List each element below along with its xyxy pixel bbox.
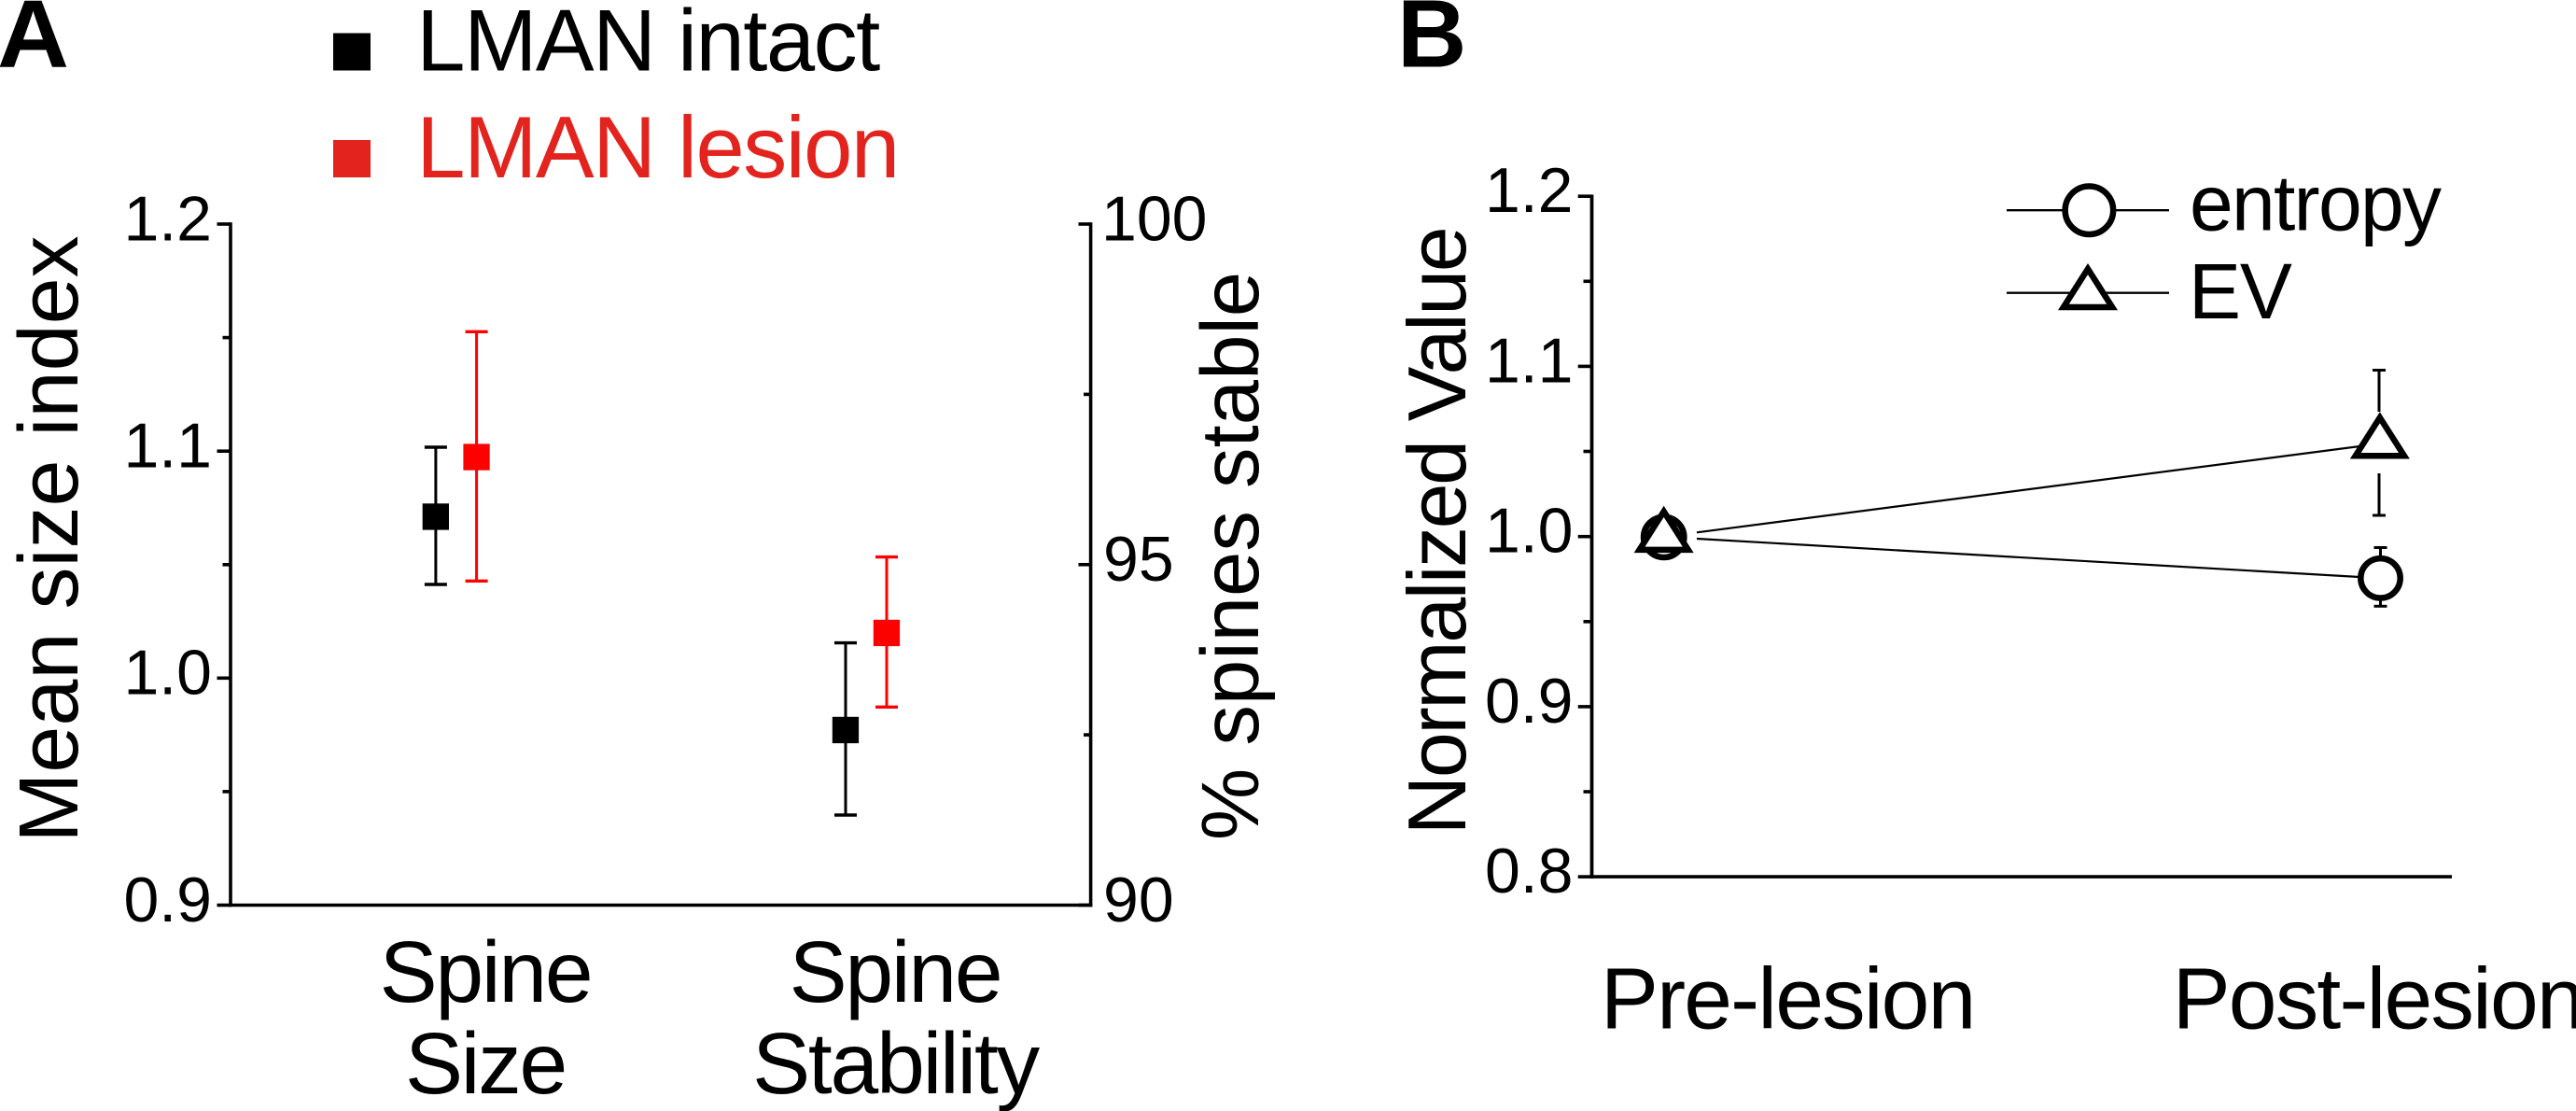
svg-text:A: A [0, 0, 69, 88]
svg-text:90: 90 [1103, 865, 1174, 935]
svg-text:entropy: entropy [2190, 159, 2442, 246]
svg-text:% spines stable: % spines stable [1185, 272, 1276, 840]
svg-text:Spine: Spine [380, 923, 592, 1020]
svg-text:LMAN intact: LMAN intact [416, 0, 880, 89]
svg-text:100: 100 [1101, 183, 1207, 254]
svg-text:Spine: Spine [790, 923, 1001, 1020]
svg-text:1.2: 1.2 [1485, 155, 1574, 226]
svg-text:B: B [1397, 0, 1466, 88]
svg-text:Post-lesion: Post-lesion [2173, 950, 2576, 1048]
svg-text:1.0: 1.0 [1485, 496, 1574, 567]
svg-text:Stability: Stability [752, 1015, 1041, 1111]
svg-text:0.9: 0.9 [1485, 666, 1574, 737]
svg-text:Normalized Value: Normalized Value [1391, 229, 1483, 836]
svg-text:1.2: 1.2 [123, 183, 212, 254]
svg-text:Size: Size [405, 1015, 566, 1111]
svg-text:LMAN lesion: LMAN lesion [416, 98, 898, 196]
svg-text:Mean size index: Mean size index [3, 235, 96, 842]
svg-text:1.1: 1.1 [123, 411, 212, 482]
svg-text:0.8: 0.8 [1485, 836, 1574, 907]
svg-text:Pre-lesion: Pre-lesion [1601, 950, 1975, 1048]
svg-text:1.1: 1.1 [1485, 325, 1574, 396]
svg-text:95: 95 [1103, 524, 1174, 595]
svg-text:0.9: 0.9 [123, 865, 212, 935]
svg-text:1.0: 1.0 [123, 638, 212, 709]
svg-text:EV: EV [2189, 247, 2292, 335]
